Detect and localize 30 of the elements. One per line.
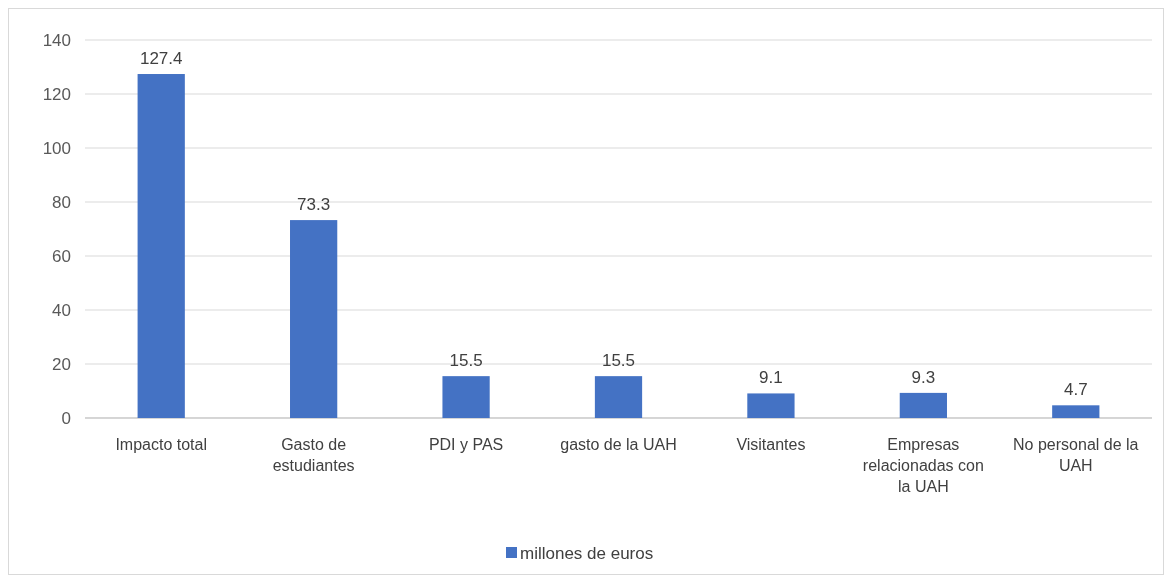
bar bbox=[1052, 405, 1100, 418]
x-tick-label: No personal de la UAH bbox=[1013, 436, 1139, 474]
x-tick-label: Impacto total bbox=[115, 436, 208, 453]
y-tick-label: 80 bbox=[52, 192, 71, 212]
bar bbox=[594, 376, 643, 418]
x-tick-label: PDI y PAS bbox=[428, 436, 504, 453]
y-tick-label: 20 bbox=[52, 354, 71, 374]
data-label: 9.1 bbox=[759, 368, 783, 388]
data-label: 73.3 bbox=[297, 195, 331, 215]
y-tick-label: 100 bbox=[42, 138, 71, 158]
data-label: 15.5 bbox=[601, 351, 636, 371]
data-label: 4.7 bbox=[1063, 380, 1088, 400]
bar bbox=[747, 393, 795, 418]
y-tick-label: 60 bbox=[52, 246, 71, 266]
x-tick-label: Visitantes bbox=[736, 436, 806, 453]
x-tick-label: gasto de la UAH bbox=[560, 436, 677, 453]
bar bbox=[899, 392, 947, 418]
data-label: 15.5 bbox=[449, 351, 483, 371]
x-tick-label: Gasto de estudiantes bbox=[272, 436, 355, 474]
y-tick-label: 40 bbox=[52, 300, 71, 320]
bar bbox=[137, 74, 185, 418]
legend-label: millones de euros bbox=[520, 543, 654, 563]
y-tick-label: 120 bbox=[42, 84, 71, 104]
bar bbox=[442, 376, 490, 418]
data-label: 127.4 bbox=[139, 49, 183, 69]
bar bbox=[290, 220, 338, 418]
x-tick-label: Empresas relacionadas con la UAH bbox=[862, 436, 984, 495]
data-label: 9.3 bbox=[911, 367, 936, 387]
y-tick-label: 0 bbox=[61, 408, 71, 428]
y-tick-label: 140 bbox=[42, 30, 71, 50]
